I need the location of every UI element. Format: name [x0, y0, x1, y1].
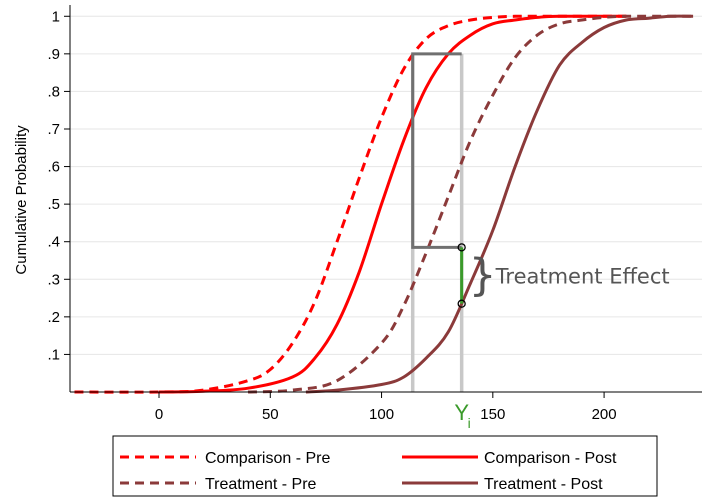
x-tick-labels: 0 50 100 150 200 [155, 406, 617, 423]
y-tick-label-.8: .8 [47, 83, 60, 100]
series-comparison-pre [74, 14, 627, 394]
y-tick-label-.5: .5 [47, 196, 60, 213]
x-tick-label-50: 50 [262, 406, 279, 423]
axes [64, 5, 702, 398]
x-tick-label-100: 100 [369, 406, 394, 423]
series-treatment-pre [247, 14, 694, 394]
y-tick-label-.2: .2 [47, 309, 60, 326]
y-tick-label-.3: .3 [47, 271, 60, 288]
y-tick-label-.7: .7 [47, 121, 60, 138]
observed-point [457, 299, 466, 308]
y-tick-labels: .1 .2 .3 .4 .5 .6 .7 .8 .9 1 [47, 8, 60, 363]
x-tick-label-0: 0 [155, 406, 163, 423]
legend-label-treatment-post: Treatment - Post [484, 476, 603, 493]
y-tick-label-.1: .1 [47, 346, 60, 363]
y-tick-label-.4: .4 [47, 234, 60, 251]
y-tick-label-.6: .6 [47, 159, 60, 176]
legend-label-comparison-post: Comparison - Post [484, 450, 617, 467]
x-marker-letter: Y [454, 400, 469, 425]
legend-box [112, 435, 658, 497]
legend-label-comparison-pre: Comparison - Pre [205, 450, 330, 467]
counterfactual-point [457, 243, 466, 252]
effect-brace: } [469, 250, 497, 301]
legend-label-treatment-pre: Treatment - Pre [205, 476, 317, 493]
y-tick-label-1: 1 [52, 8, 60, 25]
y-tick-label-.9: .9 [47, 46, 60, 63]
construction-lines [411, 52, 466, 308]
quantile-connector [411, 52, 462, 249]
series-treatment-post [305, 14, 694, 394]
legend: Comparison - Pre Comparison - Post Treatme… [112, 435, 658, 497]
x-tick-label-150: 150 [480, 406, 505, 423]
x-marker-subscript: i [468, 415, 471, 431]
series-lines [74, 14, 694, 394]
series-comparison-post [158, 14, 627, 394]
x-marker-label: Y i [454, 400, 470, 431]
treatment-effect-label: Treatment Effect [495, 265, 670, 289]
x-tick-label-200: 200 [592, 406, 617, 423]
y-axis-label: Cumulative Probability [13, 125, 30, 275]
